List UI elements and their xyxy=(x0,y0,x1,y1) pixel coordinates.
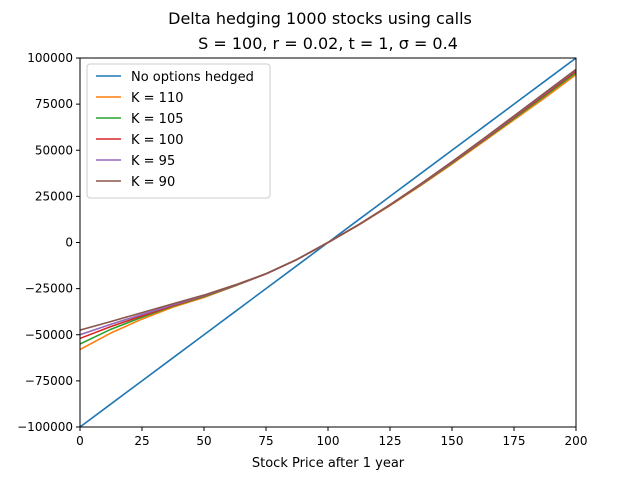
y-tick-label: 100000 xyxy=(27,51,73,65)
y-tick-label: 50000 xyxy=(35,143,73,157)
x-tick-label: 50 xyxy=(196,434,211,448)
y-tick-label: 75000 xyxy=(35,97,73,111)
y-tick-label: −75000 xyxy=(25,374,73,388)
legend-entry: No options hedged xyxy=(131,70,254,85)
y-tick-label: −50000 xyxy=(25,328,73,342)
x-tick-label: 100 xyxy=(317,434,340,448)
y-tick-label: −100000 xyxy=(17,420,73,434)
y-tick-label: 0 xyxy=(65,236,73,250)
x-axis-label: Stock Price after 1 year xyxy=(252,456,405,471)
y-axis: −100000 −75000 −50000 −25000 0 25000 50000 7500… xyxy=(17,51,80,434)
legend-entry: K = 90 xyxy=(131,175,175,190)
x-tick-label: 150 xyxy=(441,434,464,448)
legend: No options hedged K = 110 K = 105 K = 100 K … xyxy=(87,64,270,198)
legend-entry: K = 110 xyxy=(131,91,184,106)
legend-entry: K = 105 xyxy=(131,112,184,127)
x-tick-label: 75 xyxy=(258,434,273,448)
x-tick-label: 25 xyxy=(134,434,149,448)
legend-entry: K = 100 xyxy=(131,133,184,148)
x-tick-label: 0 xyxy=(76,434,84,448)
chart-subtitle: S = 100, r = 0.02, t = 1, σ = 0.4 xyxy=(198,34,458,53)
x-tick-label: 200 xyxy=(565,434,588,448)
x-tick-label: 175 xyxy=(503,434,526,448)
y-tick-label: −25000 xyxy=(25,282,73,296)
x-tick-label: 125 xyxy=(379,434,402,448)
x-axis: 0 25 50 75 100 125 150 175 200 xyxy=(76,427,587,448)
legend-entry: K = 95 xyxy=(131,154,175,169)
y-tick-label: 25000 xyxy=(35,189,73,203)
chart-title: Delta hedging 1000 stocks using calls xyxy=(168,9,472,28)
